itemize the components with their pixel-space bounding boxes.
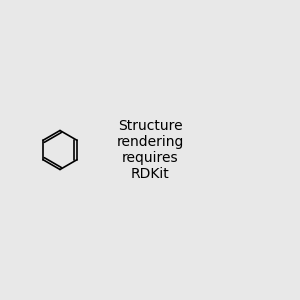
Text: Structure
rendering
requires
RDKit: Structure rendering requires RDKit <box>116 119 184 181</box>
